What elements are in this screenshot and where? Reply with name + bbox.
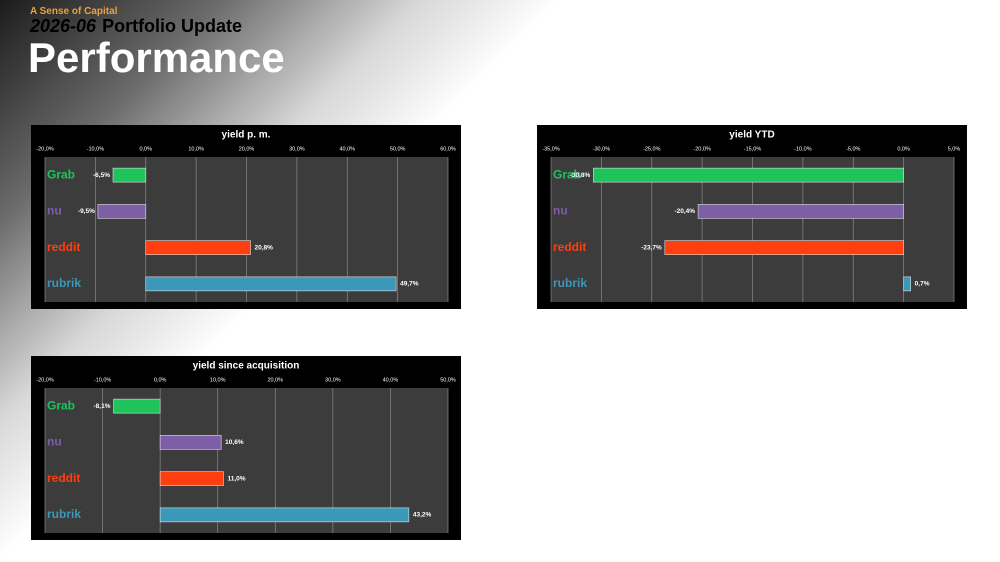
bar (593, 167, 904, 183)
x-tick-label: 0,0% (154, 377, 167, 383)
date: 2026-06 (30, 16, 97, 36)
value-label: -8,1% (94, 403, 111, 410)
bar (903, 276, 911, 292)
page-title: Performance (28, 34, 285, 81)
bar (97, 204, 147, 219)
category-label: nu (553, 204, 568, 218)
category-label: reddit (553, 240, 586, 254)
x-tick-label: 10,0% (210, 377, 226, 383)
x-tick-label: -25,0% (643, 146, 661, 152)
x-tick-label: 50,0% (390, 146, 406, 152)
brand: A Sense of Capital (30, 6, 118, 17)
x-tick-label: 20,0% (267, 377, 283, 383)
category-label: Grab (47, 398, 75, 412)
chart: yield YTD -35,0% -30,0% -25,0% -20,0% -15,0% -… (537, 125, 967, 309)
x-tick-label: 40,0% (383, 377, 399, 383)
bar (664, 240, 904, 255)
x-tick-label: -15,0% (744, 146, 762, 152)
x-tick-label: 60,0% (440, 146, 456, 152)
subtitle: 2026-06 Portfolio Update (30, 16, 242, 37)
x-tick-label: 10,0% (188, 146, 204, 152)
x-tick-label: -30,0% (593, 146, 611, 152)
value-label: -23,7% (641, 244, 662, 251)
chart-title: yield since acquisition (193, 361, 300, 372)
bar (112, 167, 147, 183)
value-label: 0,7% (915, 281, 930, 288)
x-tick-label: 40,0% (339, 146, 355, 152)
chart: yield p. m. -20,0% -10,0% 0,0% 10,0% 20,0% 30,… (31, 125, 461, 309)
bar (159, 471, 224, 486)
chart-title: yield YTD (729, 130, 774, 141)
category-label: nu (47, 204, 62, 218)
x-tick-label: 0,0% (139, 146, 152, 152)
value-label: -6,5% (93, 172, 110, 179)
x-tick-label: -5,0% (846, 146, 860, 152)
chart: yield since acquisition -20,0% -10,0% 0,0% 1… (31, 356, 461, 540)
x-tick-label: 5,0% (948, 146, 961, 152)
bar (145, 276, 397, 292)
value-label: -30,8% (570, 172, 591, 179)
x-tick-label: 30,0% (289, 146, 305, 152)
bar (697, 204, 904, 219)
bar (159, 435, 222, 450)
category-label: Grab (553, 167, 581, 181)
value-label: 20,8% (255, 244, 274, 251)
x-tick-label: -20,0% (693, 146, 711, 152)
x-tick-label: -35,0% (542, 146, 560, 152)
bar (145, 240, 251, 255)
category-label: rubrik (47, 276, 81, 290)
category-label: nu (47, 435, 62, 449)
x-tick-label: 20,0% (239, 146, 255, 152)
category-label: rubrik (553, 276, 587, 290)
value-label: 10,6% (225, 439, 244, 446)
value-label: 49,7% (400, 281, 419, 288)
value-label: -20,4% (674, 208, 695, 215)
x-tick-label: -10,0% (794, 146, 812, 152)
value-label: -9,5% (78, 208, 95, 215)
bar (113, 398, 161, 414)
category-label: rubrik (47, 507, 81, 521)
x-tick-label: 0,0% (897, 146, 910, 152)
subtitle-text: Portfolio Update (102, 16, 243, 36)
bar (159, 507, 410, 523)
category-label: Grab (47, 167, 75, 181)
value-label: 11,0% (227, 475, 245, 482)
x-tick-label: -20,0% (36, 146, 54, 152)
x-tick-label: 30,0% (325, 377, 341, 383)
value-label: 43,2% (413, 512, 432, 519)
x-tick-label: -10,0% (94, 377, 112, 383)
chart-title: yield p. m. (222, 130, 271, 141)
x-tick-label: 50,0% (440, 377, 456, 383)
x-tick-label: -10,0% (87, 146, 105, 152)
category-label: reddit (47, 240, 80, 254)
category-label: reddit (47, 471, 80, 485)
x-tick-label: -20,0% (36, 377, 54, 383)
